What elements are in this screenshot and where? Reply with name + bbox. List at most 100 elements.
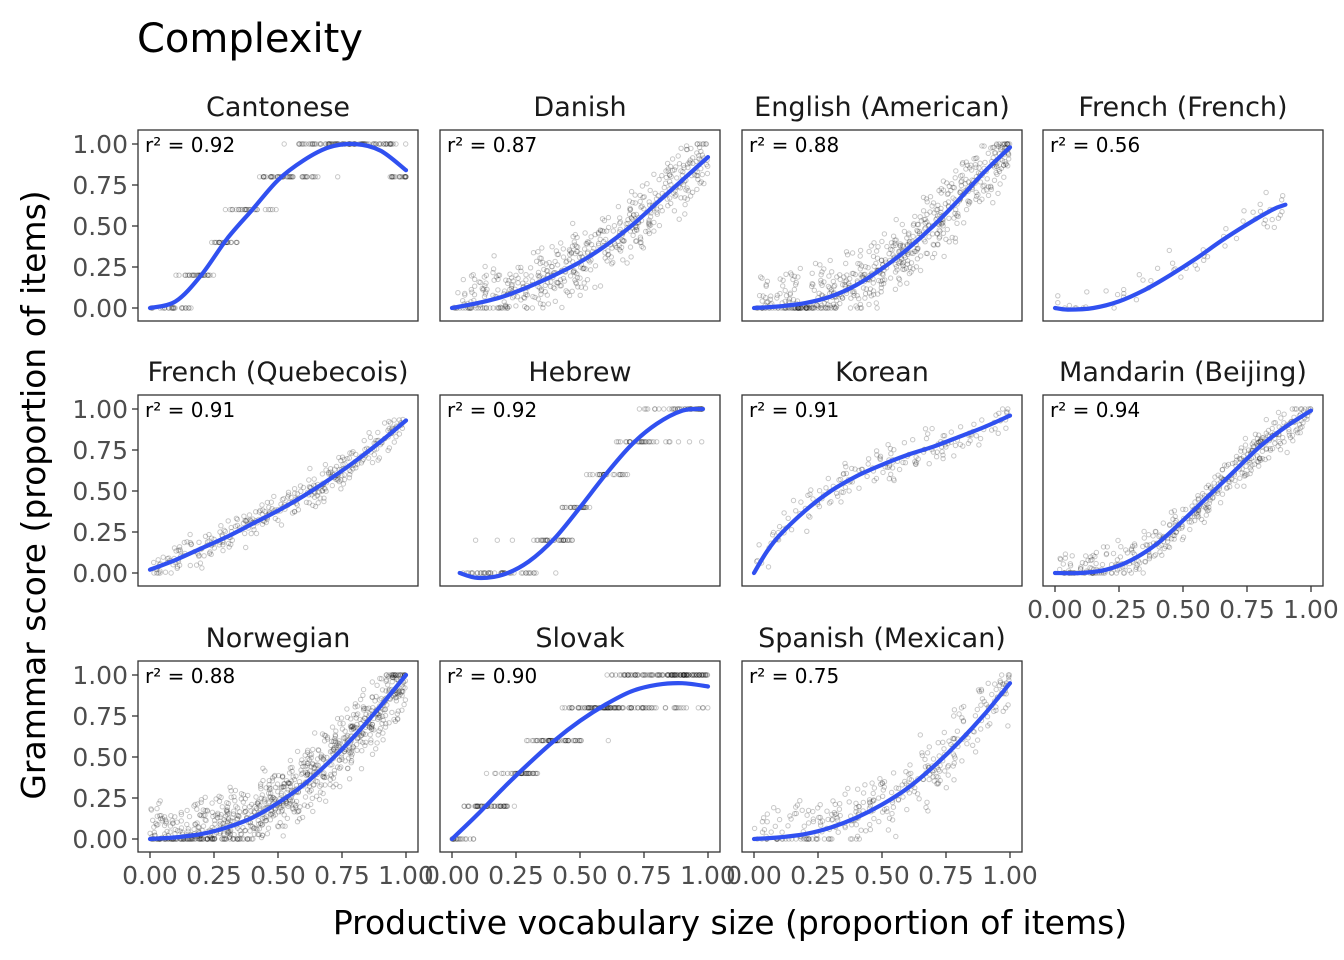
data-point bbox=[1189, 503, 1195, 509]
data-point bbox=[810, 305, 817, 311]
data-point bbox=[991, 144, 997, 150]
data-point bbox=[804, 305, 810, 311]
data-point bbox=[670, 406, 676, 412]
data-point bbox=[496, 272, 503, 278]
data-point bbox=[335, 476, 341, 482]
data-point bbox=[392, 672, 398, 678]
data-point bbox=[616, 672, 623, 678]
data-point bbox=[995, 143, 1001, 150]
data-point bbox=[155, 821, 161, 828]
data-point bbox=[943, 236, 949, 243]
data-point bbox=[793, 280, 799, 286]
data-point bbox=[178, 818, 185, 824]
data-point bbox=[304, 174, 310, 180]
data-point bbox=[200, 836, 206, 842]
data-point bbox=[502, 302, 509, 308]
data-point bbox=[800, 305, 806, 311]
data-point bbox=[903, 769, 909, 775]
data-point bbox=[888, 451, 894, 457]
data-point bbox=[478, 570, 484, 576]
data-point bbox=[352, 701, 359, 707]
data-point bbox=[686, 672, 692, 678]
data-point bbox=[1280, 434, 1286, 441]
data-point bbox=[287, 174, 293, 180]
data-point bbox=[688, 145, 694, 152]
data-point bbox=[782, 287, 788, 294]
data-point bbox=[774, 292, 780, 298]
data-point bbox=[646, 199, 652, 205]
data-point bbox=[628, 254, 634, 260]
data-point bbox=[691, 672, 697, 678]
data-point bbox=[524, 770, 531, 777]
data-point bbox=[530, 293, 536, 300]
data-point bbox=[369, 751, 376, 757]
data-point bbox=[299, 757, 305, 763]
data-point bbox=[267, 793, 273, 800]
data-point bbox=[171, 305, 177, 311]
data-point bbox=[279, 496, 286, 503]
data-point bbox=[952, 210, 958, 217]
data-point bbox=[380, 717, 386, 723]
data-point bbox=[1178, 274, 1184, 280]
data-point bbox=[645, 406, 651, 412]
data-point bbox=[868, 243, 874, 249]
data-point bbox=[483, 305, 489, 311]
data-point bbox=[155, 570, 162, 576]
data-point bbox=[689, 189, 696, 196]
data-point bbox=[1233, 235, 1240, 242]
data-point bbox=[1173, 529, 1180, 535]
data-point bbox=[396, 689, 402, 696]
data-point bbox=[1132, 543, 1138, 549]
data-point bbox=[627, 205, 633, 212]
data-point bbox=[545, 737, 551, 744]
data-point bbox=[1089, 557, 1095, 563]
data-point bbox=[804, 305, 810, 311]
data-point bbox=[672, 672, 678, 678]
data-point bbox=[321, 774, 327, 781]
data-point bbox=[173, 272, 179, 278]
data-point bbox=[262, 818, 269, 824]
data-point bbox=[209, 835, 215, 841]
data-point bbox=[196, 539, 202, 545]
data-point bbox=[311, 174, 317, 180]
data-point bbox=[570, 233, 576, 240]
data-point bbox=[340, 735, 347, 741]
data-point bbox=[682, 672, 688, 678]
data-point bbox=[828, 305, 834, 311]
panel-title-cantonese: Cantonese bbox=[206, 92, 350, 123]
data-point bbox=[842, 484, 849, 490]
data-point bbox=[919, 752, 925, 759]
r2-label-french-quebecois: r² = 0.91 bbox=[145, 398, 235, 422]
data-point bbox=[575, 284, 581, 290]
data-point bbox=[238, 831, 245, 837]
data-point bbox=[831, 305, 837, 311]
data-point bbox=[985, 150, 991, 157]
data-point bbox=[543, 537, 549, 543]
data-point bbox=[893, 264, 900, 270]
data-point bbox=[612, 471, 618, 478]
data-point bbox=[769, 532, 776, 538]
data-point bbox=[1267, 446, 1273, 452]
data-point bbox=[826, 836, 832, 842]
data-point bbox=[380, 706, 386, 713]
data-point bbox=[704, 672, 711, 678]
data-point bbox=[953, 207, 959, 213]
data-point bbox=[933, 207, 939, 213]
data-point bbox=[964, 162, 971, 169]
data-point bbox=[1242, 442, 1249, 448]
data-point bbox=[825, 301, 831, 308]
data-point bbox=[680, 162, 687, 169]
data-point bbox=[631, 228, 638, 234]
data-point bbox=[920, 208, 927, 214]
data-point bbox=[483, 305, 490, 311]
data-point bbox=[485, 570, 492, 576]
data-point bbox=[884, 808, 890, 815]
data-point bbox=[209, 836, 215, 842]
data-point bbox=[1260, 434, 1266, 441]
data-point bbox=[544, 537, 551, 543]
data-point bbox=[668, 181, 674, 188]
data-point bbox=[294, 819, 301, 825]
data-point bbox=[812, 305, 818, 311]
data-point bbox=[327, 781, 333, 788]
data-point bbox=[253, 825, 259, 832]
